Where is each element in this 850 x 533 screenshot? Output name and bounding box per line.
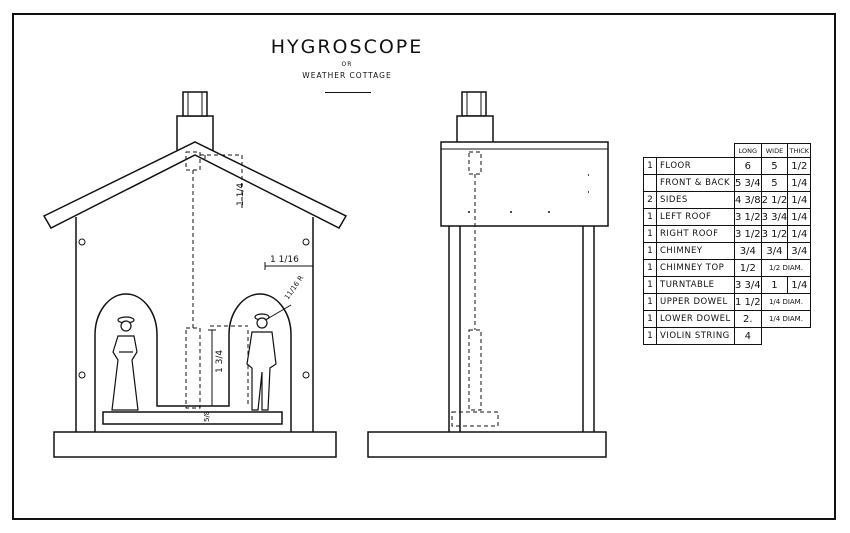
part-long: 1/2	[734, 259, 762, 277]
front-turntable	[102, 411, 283, 425]
table-row: 1 FLOOR 6 5 1/2	[643, 157, 812, 175]
front-roof	[42, 141, 348, 229]
part-qty	[643, 174, 657, 192]
front-chimney-top	[182, 91, 208, 117]
part-thick: 1/4	[787, 225, 812, 243]
table-row: 1 RIGHT ROOF 3 1/2 3 1/2 1/4	[643, 225, 812, 243]
front-view	[42, 91, 348, 458]
part-diameter: 1/4 DIAM.	[760, 293, 812, 311]
part-qty: 1	[643, 293, 657, 311]
part-qty: 1	[643, 225, 657, 243]
side-walls	[448, 226, 595, 432]
part-qty: 1	[643, 157, 657, 175]
part-qty: 1	[643, 327, 657, 345]
part-diameter: 1/2 DIAM.	[760, 259, 812, 277]
front-walls	[75, 217, 314, 432]
table-row: 1 LEFT ROOF 3 1/2 3 3/4 1/4	[643, 208, 812, 226]
drawing-border	[12, 13, 836, 520]
part-thick: 1/4	[787, 174, 812, 192]
part-name: LOWER DOWEL	[656, 310, 735, 328]
part-thick: 1/4	[787, 276, 812, 294]
title-underline	[325, 92, 371, 93]
part-long: 3/4	[734, 242, 762, 260]
table-row: 1 VIOLIN STRING 4	[643, 327, 811, 345]
front-arches	[94, 293, 292, 432]
part-name: FLOOR	[656, 157, 735, 175]
parts-table-header: LONG WIDE THICK	[644, 143, 812, 158]
part-wide: 3 3/4	[760, 208, 789, 226]
part-name: RIGHT ROOF	[656, 225, 735, 243]
drawing-title: HYGROSCOPE	[270, 36, 424, 58]
col-wide: WIDE	[760, 143, 789, 158]
table-row: 1 CHIMNEY 3/4 3/4 3/4	[643, 242, 812, 260]
part-name: VIOLIN STRING	[656, 327, 735, 345]
part-wide: 5	[760, 174, 789, 192]
title-or: OR	[341, 61, 353, 68]
side-roof	[440, 141, 609, 227]
part-long: 5 3/4	[734, 174, 762, 192]
part-qty: 1	[643, 242, 657, 260]
part-diameter: 1/4 DIAM.	[760, 310, 812, 328]
part-wide: 5	[760, 157, 789, 175]
part-long: 3 3/4	[734, 276, 762, 294]
dim-arch-radius: 11/16 R	[283, 274, 305, 301]
side-view	[367, 91, 609, 458]
side-base	[367, 431, 607, 458]
part-long: 4	[734, 327, 762, 345]
man-figure	[246, 313, 277, 411]
part-long: 6	[734, 157, 762, 175]
part-long: 1 1/2	[734, 293, 762, 311]
part-thick: 1/4	[787, 191, 812, 209]
part-wide: 1	[760, 276, 789, 294]
lady-figure	[111, 316, 139, 411]
part-thick: 3/4	[787, 242, 812, 260]
table-row: 1 UPPER DOWEL 1 1/2 1/4 DIAM.	[643, 293, 812, 311]
table-row: 1 CHIMNEY TOP 1/2 1/2 DIAM.	[643, 259, 812, 277]
dim-dowel-height: 1 3/4	[215, 350, 225, 373]
part-wide: 3/4	[760, 242, 789, 260]
col-long: LONG	[734, 143, 762, 158]
part-name: CHIMNEY TOP	[656, 259, 735, 277]
part-thick: 1/2	[787, 157, 812, 175]
parts-table: LONG WIDE THICK 1 FLOOR 6 5 1/2 FRONT & …	[643, 143, 812, 345]
part-name: TURNTABLE	[656, 276, 735, 294]
table-row: FRONT & BACK 5 3/4 5 1/4	[643, 174, 812, 192]
part-qty: 2	[643, 191, 657, 209]
part-long: 3 1/2	[734, 225, 762, 243]
part-name: FRONT & BACK	[656, 174, 735, 192]
table-row: 2 SIDES 4 3/8 2 1/2 1/4	[643, 191, 812, 209]
drawing-subtitle: WEATHER COTTAGE	[302, 71, 392, 80]
part-wide: 2 1/2	[760, 191, 789, 209]
part-qty: 1	[643, 208, 657, 226]
part-qty: 1	[643, 259, 657, 277]
part-name: UPPER DOWEL	[656, 293, 735, 311]
dim-eave-offset: 1 1/16	[270, 255, 299, 265]
table-row: 1 TURNTABLE 3 3/4 1 1/4	[643, 276, 812, 294]
part-long: 2.	[734, 310, 762, 328]
part-long: 3 1/2	[734, 208, 762, 226]
col-thick: THICK	[787, 143, 812, 158]
part-qty: 1	[643, 276, 657, 294]
dim-chimney-height: 1 1/4	[236, 183, 246, 206]
side-chimney-top	[461, 91, 487, 117]
part-qty: 1	[643, 310, 657, 328]
part-name: CHIMNEY	[656, 242, 735, 260]
part-thick: 1/4	[787, 208, 812, 226]
part-wide: 3 1/2	[760, 225, 789, 243]
table-row: 1 LOWER DOWEL 2. 1/4 DIAM.	[643, 310, 812, 328]
part-long: 4 3/8	[734, 191, 762, 209]
part-name: SIDES	[656, 191, 735, 209]
front-base	[53, 431, 337, 458]
dim-base-gap: 5/8	[203, 411, 211, 422]
part-name: LEFT ROOF	[656, 208, 735, 226]
